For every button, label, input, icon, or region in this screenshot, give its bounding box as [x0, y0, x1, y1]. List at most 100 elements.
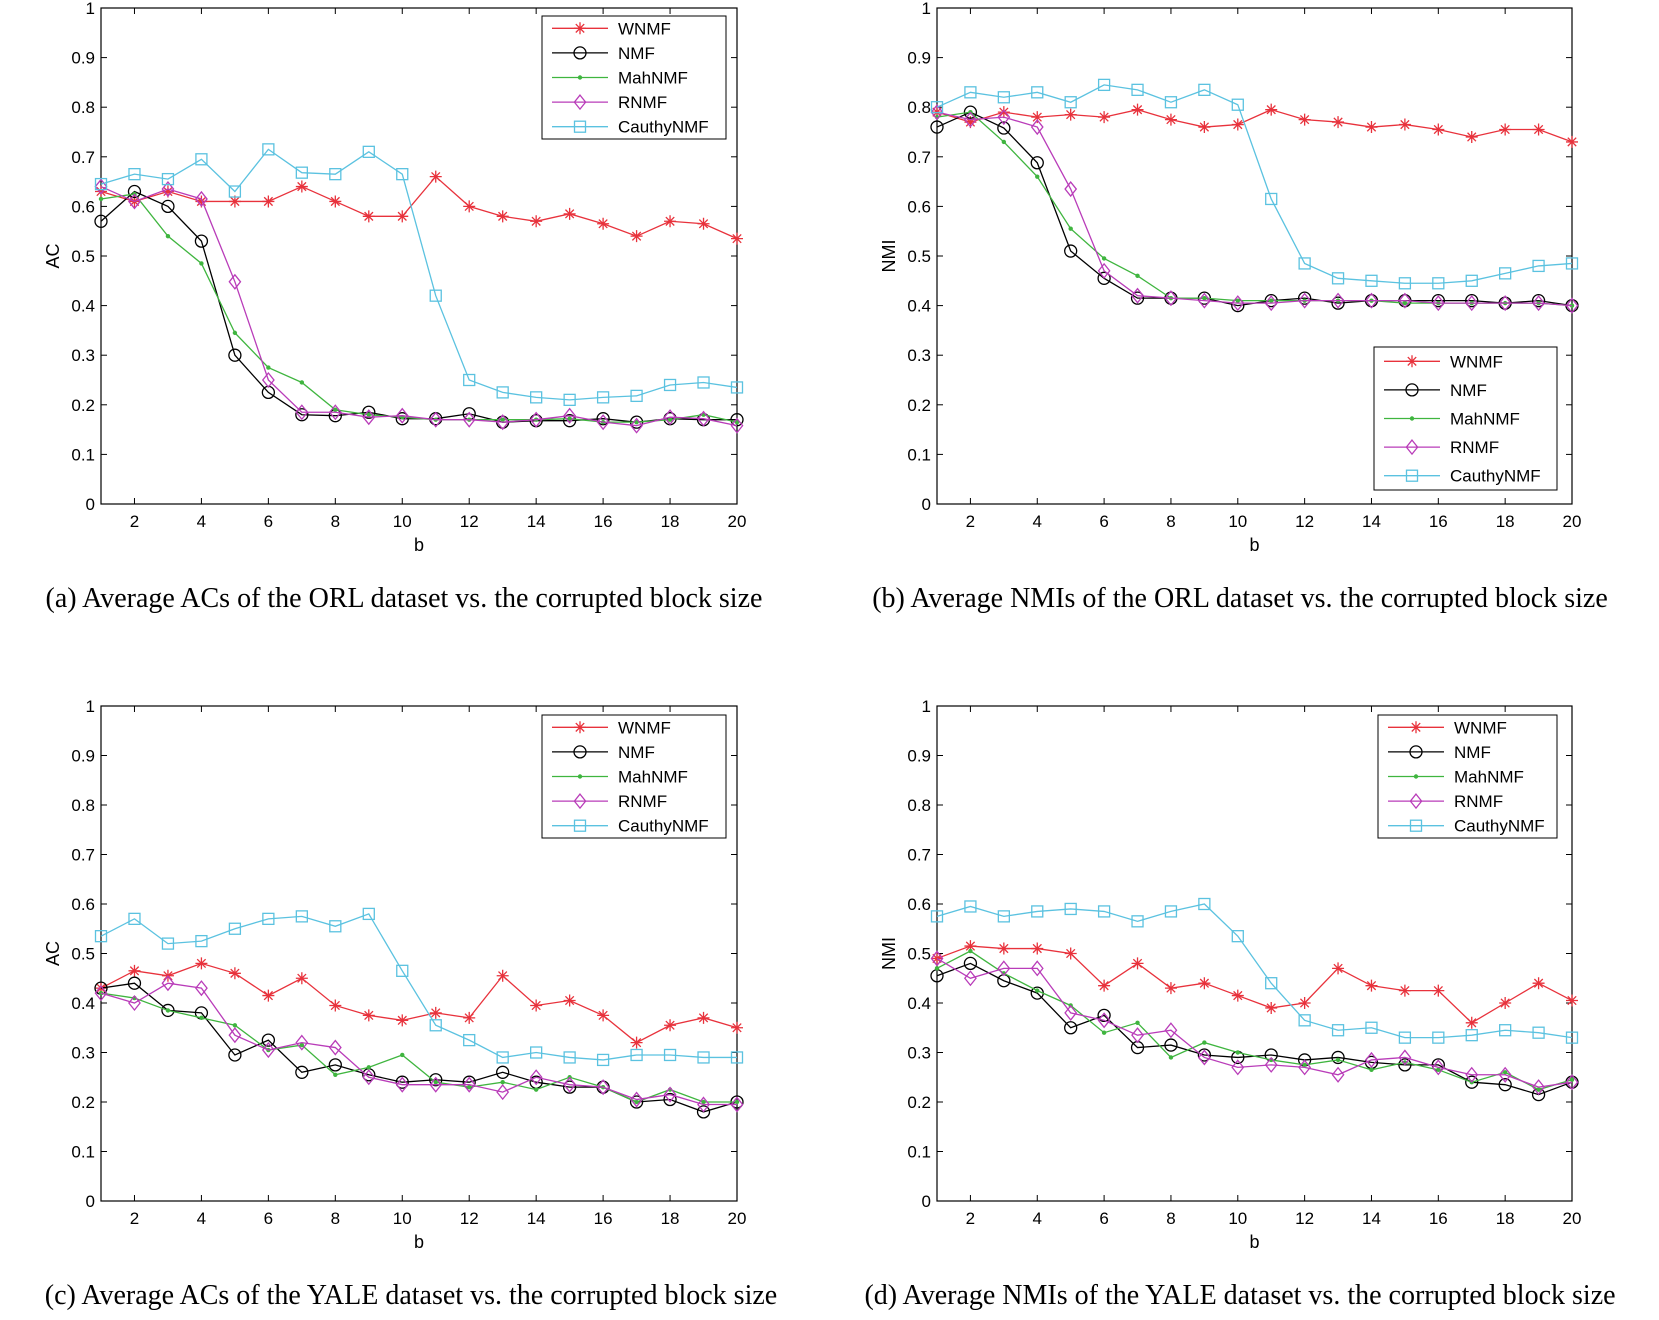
data-point: [1131, 103, 1144, 116]
data-point: [1432, 1031, 1445, 1044]
x-tick-label: 6: [264, 512, 273, 531]
x-tick-label: 14: [527, 512, 546, 531]
legend-marker: [1409, 793, 1423, 810]
data-point: [1565, 297, 1579, 314]
x-tick-label: 12: [460, 512, 479, 531]
data-point: [964, 116, 977, 129]
x-tick-label: 8: [331, 1209, 340, 1228]
data-point: [1064, 180, 1078, 198]
data-point: [562, 414, 577, 428]
data-point: [1365, 979, 1378, 992]
data-point: [362, 210, 375, 223]
x-tick-label: 18: [1496, 512, 1515, 531]
data-point: [161, 937, 175, 950]
data-point: [1198, 977, 1211, 990]
x-tick-label: 16: [594, 512, 613, 531]
data-point: [1265, 977, 1278, 990]
y-tick-label: 1: [86, 0, 95, 18]
data-point: [563, 1076, 577, 1093]
y-tick-label: 0.4: [907, 297, 931, 316]
y-tick-label: 0: [86, 495, 95, 514]
y-tick-label: 1: [922, 0, 931, 18]
data-point: [95, 185, 107, 198]
data-point: [1465, 295, 1479, 312]
data-point: [530, 391, 543, 404]
data-point: [228, 1048, 242, 1062]
data-point: [262, 143, 275, 156]
data-point: [1532, 977, 1545, 990]
legend-marker: [1409, 745, 1423, 759]
data-point: [997, 109, 1011, 126]
data-point: [1164, 113, 1177, 126]
data-point: [329, 168, 342, 181]
data-point: [1031, 942, 1044, 955]
data-point: [500, 1080, 505, 1085]
series-WNMF: [95, 957, 743, 1049]
data-point: [462, 411, 476, 428]
x-tick-label: 18: [661, 1209, 680, 1228]
legend-entry: CauthyNMF: [618, 118, 709, 137]
data-point: [663, 1086, 677, 1103]
legend-marker: [577, 774, 583, 779]
y-tick-label: 0.2: [71, 396, 95, 415]
data-point: [1035, 174, 1040, 179]
y-tick-label: 0.6: [71, 895, 95, 914]
x-axis-label: b: [414, 535, 424, 555]
data-point: [1131, 957, 1144, 970]
data-point: [463, 1033, 476, 1047]
data-point: [997, 106, 1010, 119]
data-point: [228, 967, 241, 980]
data-point: [1001, 139, 1007, 145]
data-point: [1365, 292, 1378, 309]
data-point: [194, 190, 208, 208]
legend-entry: NMF: [1454, 743, 1491, 762]
data-point: [1298, 1014, 1311, 1027]
series-CauthyNMF: [94, 143, 744, 406]
x-tick-label: 8: [331, 512, 340, 531]
x-tick-label: 14: [527, 1209, 546, 1228]
y-tick-label: 0.9: [71, 747, 95, 766]
data-point: [697, 1096, 710, 1113]
chart-panel-0: 00.10.20.30.40.50.60.70.80.912 4 6 8 10 12 14 1…: [43, 0, 762, 614]
data-point: [1298, 113, 1311, 126]
series-line: [936, 84, 1573, 284]
data-point: [1565, 1031, 1579, 1044]
y-tick-label: 0.8: [907, 98, 931, 117]
data-point: [128, 168, 141, 181]
data-point: [362, 1069, 376, 1086]
data-point: [429, 170, 442, 183]
data-point: [530, 215, 543, 228]
x-axis-label: b: [414, 1232, 424, 1252]
data-point: [1231, 118, 1244, 131]
data-point: [1465, 293, 1479, 308]
data-point: [930, 104, 944, 121]
data-point: [529, 411, 543, 428]
data-point: [195, 934, 208, 948]
x-tick-label: 8: [1166, 512, 1175, 531]
data-point: [161, 975, 175, 992]
legend-marker: [1406, 355, 1418, 368]
data-point: [1265, 1001, 1278, 1014]
legend: WNMF NMF MahNMF RNMF CauthyNMF: [541, 15, 727, 140]
data-point: [730, 1096, 744, 1113]
legend-marker: [1409, 416, 1415, 421]
data-point: [1064, 96, 1077, 109]
y-axis-label: AC: [43, 941, 63, 966]
y-tick-label: 0.5: [71, 247, 95, 266]
data-point: [963, 956, 978, 971]
x-tick-label: 16: [1429, 512, 1448, 531]
data-point: [1068, 226, 1073, 231]
legend-entry: MahNMF: [618, 768, 688, 787]
x-tick-label: 4: [197, 1209, 206, 1228]
data-point: [1264, 1056, 1278, 1073]
series-line: [100, 190, 737, 423]
data-point: [433, 1080, 438, 1085]
data-point: [395, 407, 409, 424]
data-point: [1498, 1066, 1512, 1083]
x-tick-label: 12: [460, 1209, 479, 1228]
series-line: [100, 962, 738, 1044]
data-point: [730, 417, 744, 434]
data-point: [734, 1099, 740, 1105]
data-point: [997, 91, 1010, 104]
data-point: [1432, 277, 1445, 290]
